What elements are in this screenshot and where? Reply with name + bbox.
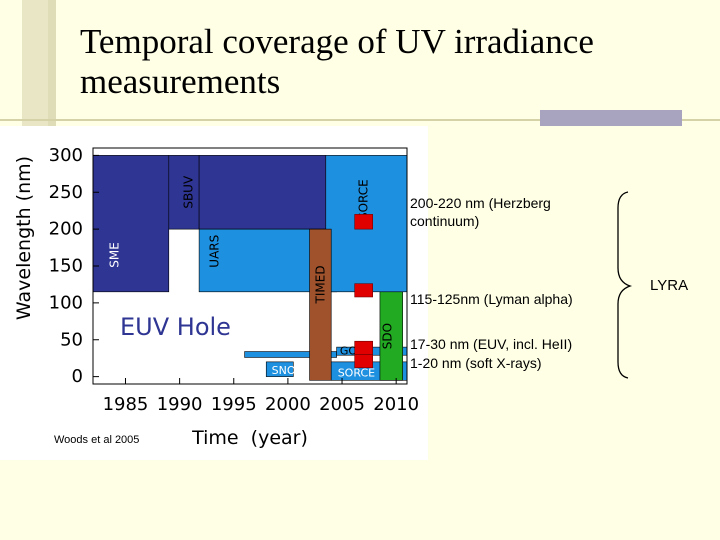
channel-herzberg-label: 200-220 nm (Herzberg continuum) [410,195,551,229]
y-tick-label-300: 300 [49,145,83,166]
slide-vertical-stripe-2 [48,0,56,126]
euv-hole-label: EUV Hole [120,313,231,341]
y-tick-label-0: 0 [72,366,83,387]
slide-title-rule [0,119,720,121]
lyra-channel-marker-1 [354,283,373,298]
x-tick-label-2010: 2010 [373,394,419,415]
x-axis-title: Time (year) [191,427,308,449]
channel-lyman-alpha-label: 115-125nm (Lyman alpha) [410,291,573,307]
page-title: Temporal coverage of UV irradiance measu… [80,22,680,102]
mission-label-sdo-9: SDO [381,323,395,349]
x-tick-label-2005: 2005 [319,394,365,415]
page-title-line2: measurements [80,62,281,101]
slide-corner-block [540,110,682,126]
lyra-channel-marker-3 [354,354,373,369]
mission-label-sbuv-2: SBUV [181,175,195,209]
mission-label-snoe-6: SNOE [272,364,303,377]
mission-bar-sdo-9 [379,291,403,381]
mission-label-timed-10: TIMED [313,265,327,304]
mission-label-sorce-8: SORCE [338,366,375,379]
mission-bar-segment-1 [168,155,200,230]
x-axis: 1985 1990 1995 2000 2005 2010 [103,378,419,415]
lyra-bracket-curve [617,191,633,379]
y-tick-label-100: 100 [49,292,83,313]
channel-soft-xray-label: 1-20 nm (soft X-rays) [410,355,542,371]
lyra-label: LYRA [650,277,689,294]
page-title-line1: Temporal coverage of UV irradiance [80,22,594,61]
plot-area: SMESBUVUARSSORCESOHOSNOEGOESSORCESDOTIME… [92,147,408,385]
mission-label-sme-0: SME [108,242,122,268]
x-tick-label-1990: 1990 [157,394,203,415]
y-tick-label-50: 50 [60,329,83,350]
x-tick-label-2000: 2000 [265,394,311,415]
mission-bar-sme-0 [92,155,170,293]
timeline-chart: SMESBUVUARSSORCESOHOSNOEGOESSORCESDOTIME… [0,126,428,460]
mission-bar-snoe-6 [265,361,294,377]
y-tick-label-150: 150 [49,256,83,277]
y-axis: 0 50 100 150 200 250 300 [49,145,99,387]
x-tick-label-1995: 1995 [211,394,257,415]
mission-bar-timed-10 [309,228,332,381]
y-tick-label-200: 200 [49,219,83,240]
x-tick-label-1985: 1985 [103,394,149,415]
mission-label-sorce-4: SORCE [357,179,371,220]
slide-vertical-stripe [22,0,48,126]
y-axis-title: Wavelength (nm) [13,156,35,320]
chart-credit: Woods et al 2005 [54,434,139,446]
lyra-channel-marker-0 [354,214,373,230]
mission-label-soho-5: SOHO [250,341,283,354]
mission-bar-sbuv-2 [198,155,327,230]
y-tick-label-250: 250 [49,182,83,203]
mission-label-uars-3: UARS [207,235,221,268]
channel-euv-label: 17-30 nm (EUV, incl. HeII) [410,336,573,352]
